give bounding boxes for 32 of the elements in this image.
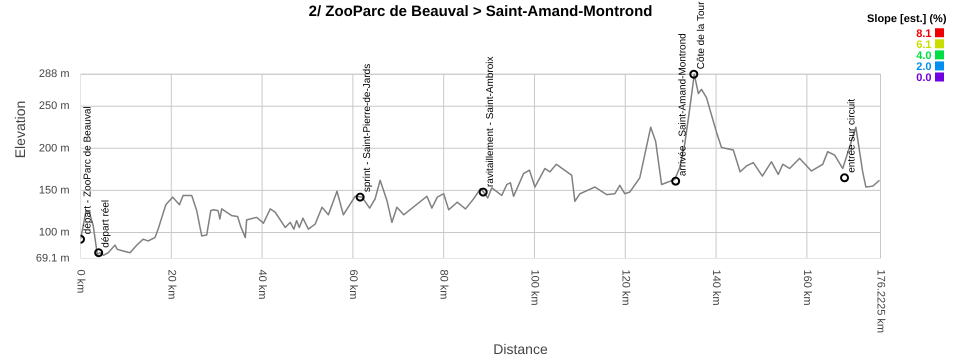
x-tick-label: 60 km: [346, 270, 359, 300]
annotation: départ réel: [100, 200, 112, 248]
annotation: départ - ZooParc de Beauval: [82, 106, 94, 234]
color-bar-label: 4.0: [916, 50, 932, 62]
annotation: ravitaillement - Saint-Ambroix: [485, 56, 496, 188]
annotation: arrivée - Saint-Amand-Montrond: [678, 33, 689, 176]
y-axis-title: Elevation: [12, 100, 28, 158]
annotation: sprint - Saint-Pierre-de-Jards: [362, 64, 374, 192]
x-tick-label: 100 km: [528, 270, 540, 306]
y-tick-label: 250 m: [38, 100, 70, 112]
y-tick-label: 150 m: [38, 184, 70, 196]
y-tick-label: 100 m: [38, 226, 70, 238]
x-tick-label: 160 km: [800, 270, 813, 306]
chart-title: 2/ ZooParc de Beauval > Saint-Amand-Montrond: [308, 3, 652, 20]
x-axis-title: Distance: [493, 341, 548, 358]
y-tick-label: 200 m: [38, 142, 70, 154]
y-tick-label: 69.1 m: [36, 252, 70, 264]
color-bar-title: Slope [est.] (%): [867, 12, 947, 25]
color-bar-label: 2.0: [916, 60, 932, 73]
color-bar-label: 0.0: [916, 72, 932, 84]
annotation: entrée sur circuit: [846, 98, 858, 173]
color-bar-label: 8.1: [916, 28, 932, 40]
x-tick-label: 176.2225 km: [874, 270, 886, 334]
x-tick-label: 140 km: [710, 270, 722, 306]
x-tick-label: 20 km: [165, 270, 178, 300]
x-tick-label: 120 km: [619, 270, 632, 306]
x-tick-label: 0 km: [74, 270, 86, 294]
x-tick-label: 40 km: [256, 270, 268, 300]
color-bar-label: 6.1: [916, 38, 932, 51]
annotation: Côte de la Tour: [696, 0, 707, 70]
y-tick-label: 288 m: [38, 68, 70, 80]
x-tick-label: 80 km: [438, 270, 450, 300]
